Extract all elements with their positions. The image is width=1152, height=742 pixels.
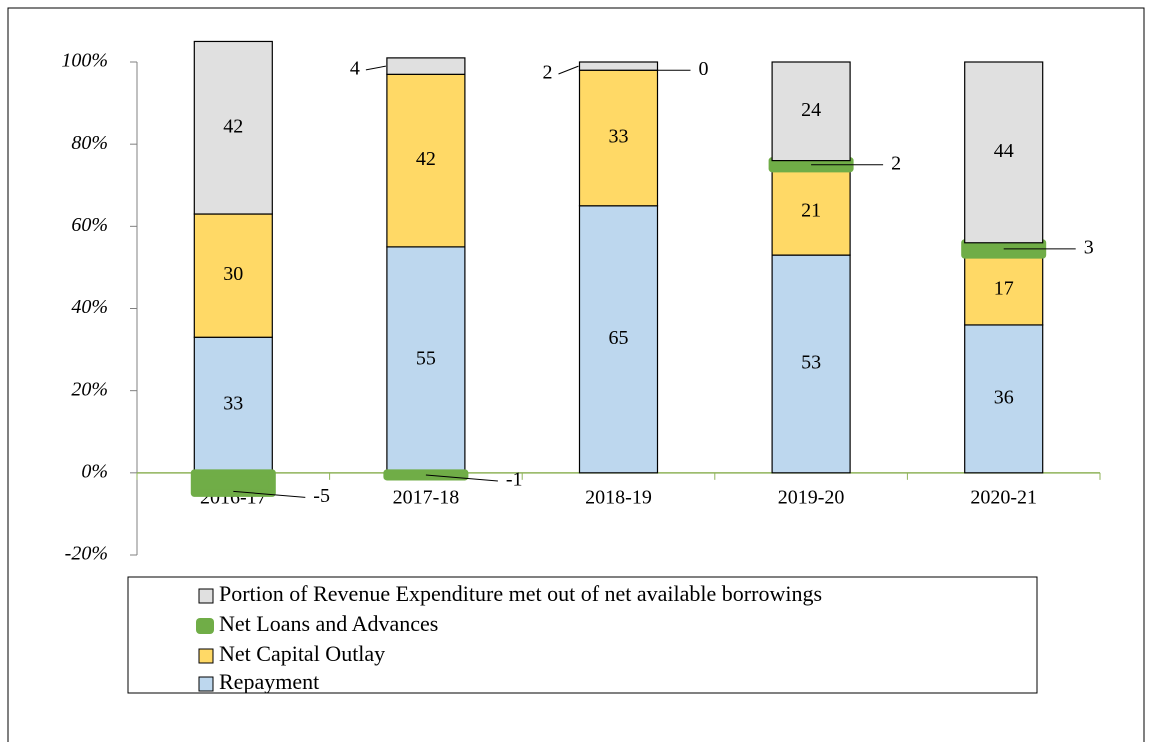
leader-line xyxy=(558,65,579,75)
bar-segment xyxy=(386,246,466,474)
data-label: 42 xyxy=(416,148,436,170)
data-label: 33 xyxy=(223,393,243,415)
bar-segment xyxy=(771,254,851,474)
leader-line xyxy=(233,490,306,498)
data-label: 3 xyxy=(1084,237,1094,259)
data-label: 24 xyxy=(801,99,821,121)
y-tick-label: 100% xyxy=(61,50,108,72)
data-label: 53 xyxy=(801,352,821,374)
data-label: 42 xyxy=(223,115,243,137)
legend-marker xyxy=(198,588,214,604)
legend-marker xyxy=(198,676,214,692)
bar-segment xyxy=(386,73,466,248)
data-label: -5 xyxy=(313,485,330,507)
legend-label: Net Capital Outlay xyxy=(219,641,385,666)
bar-segment xyxy=(193,213,273,338)
bar-segment xyxy=(578,61,659,71)
data-label: 4 xyxy=(350,57,360,79)
data-label: 17 xyxy=(994,278,1014,300)
legend-marker xyxy=(196,618,214,634)
frame xyxy=(7,7,1145,742)
data-label: 0 xyxy=(699,58,709,80)
y-tick-label: 60% xyxy=(71,214,108,236)
bar-segment xyxy=(771,61,851,162)
bar-segment xyxy=(578,205,659,474)
leader-line xyxy=(365,65,386,71)
data-label: 21 xyxy=(801,200,821,222)
legend-marker xyxy=(198,648,214,664)
bar-segment xyxy=(771,168,851,256)
data-label: 44 xyxy=(994,140,1014,162)
x-tick-label: 2019-20 xyxy=(778,486,845,508)
legend-label: Repayment xyxy=(219,669,319,694)
data-label: -1 xyxy=(506,469,523,491)
x-tick-label: 2018-19 xyxy=(585,486,652,508)
data-label: 2 xyxy=(543,62,553,84)
data-label: 65 xyxy=(609,327,629,349)
loan-bar xyxy=(383,469,469,481)
bar-segment xyxy=(386,57,466,75)
data-label: 36 xyxy=(994,386,1014,408)
y-tick-label: 0% xyxy=(81,460,108,482)
y-tick-label: 80% xyxy=(71,132,108,154)
bar-segment xyxy=(964,61,1044,244)
legend-label: Net Loans and Advances xyxy=(219,611,438,636)
bar-segment xyxy=(964,254,1044,326)
bar-segment xyxy=(578,69,659,207)
legend-box xyxy=(127,576,1038,694)
bar-segment xyxy=(193,40,273,215)
leader-line xyxy=(425,474,498,482)
data-label: 55 xyxy=(416,347,436,369)
x-tick-label: 2017-18 xyxy=(393,486,460,508)
loan-bar xyxy=(190,469,276,497)
data-label: 2 xyxy=(891,152,901,174)
data-label: 30 xyxy=(223,263,243,285)
bar-segment xyxy=(964,324,1044,474)
legend-label: Portion of Revenue Expenditure met out o… xyxy=(219,581,822,606)
data-label: 33 xyxy=(609,126,629,148)
y-tick-label: 40% xyxy=(71,296,108,318)
y-tick-label: 20% xyxy=(71,378,108,400)
y-tick-label: -20% xyxy=(65,543,108,565)
x-tick-label: 2020-21 xyxy=(970,486,1037,508)
